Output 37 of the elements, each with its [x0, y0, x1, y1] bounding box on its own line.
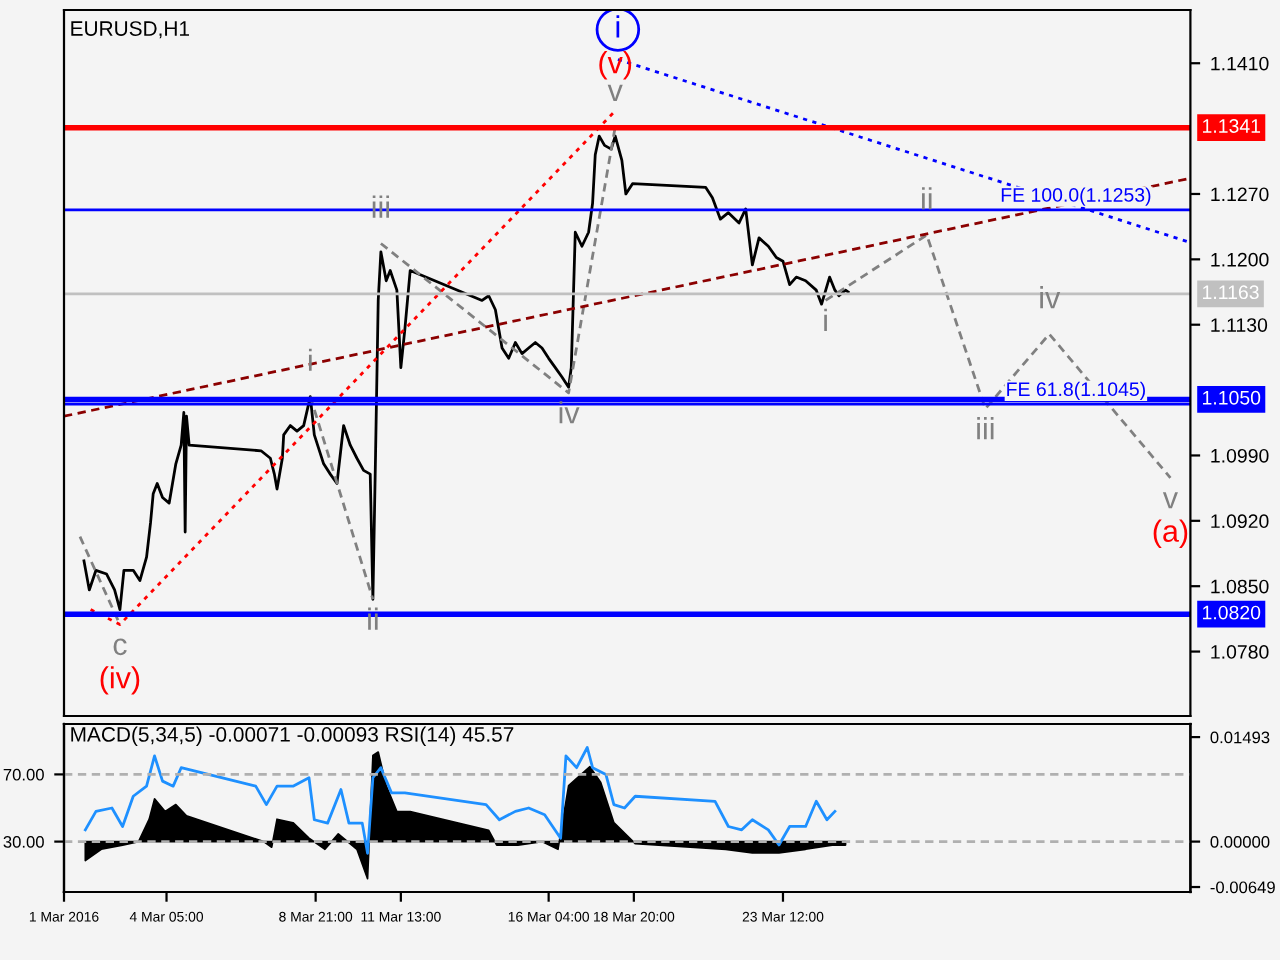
y2-tick-label: -0.00649	[1210, 881, 1275, 894]
y2-tick-label: 0.00000	[1210, 836, 1270, 848]
y-tick-label: 1.0920	[1211, 514, 1269, 529]
annotation: FE 61.8(1.1045)	[1007, 381, 1145, 400]
y-tick-label: 1.0850	[1211, 579, 1269, 594]
annotation: (iv)	[100, 666, 140, 695]
line-series	[82, 134, 850, 611]
y2-tick-label: 0.01493	[1210, 731, 1270, 744]
line-series	[83, 746, 837, 855]
ref-line-label: 1.1163	[1202, 285, 1259, 300]
annotation: (a)	[1153, 519, 1188, 548]
ref-line-label: 1.1341	[1202, 119, 1261, 133]
chart-title: MACD(5,34,5) -0.00071 -0.00093 RSI(14) 45.57	[71, 726, 514, 746]
y-tick-label: 70.00	[3, 768, 44, 781]
y-tick-label: 1.0990	[1211, 448, 1269, 463]
y-tick-label: 1.1270	[1211, 187, 1269, 202]
ref-line-label: 1.0820	[1202, 605, 1261, 620]
y-tick-label: 1.0780	[1211, 645, 1269, 659]
annotation: FE 100.0(1.1253)	[1001, 187, 1151, 206]
y-tick-label: 1.1200	[1211, 252, 1269, 267]
data-label: i	[308, 348, 312, 371]
data-label: ii	[922, 187, 932, 210]
chart-title: EURUSD,H1	[71, 21, 190, 39]
line-series	[824, 233, 1172, 480]
data-label: iii	[977, 417, 994, 440]
y-tick-label: 1.1410	[1211, 56, 1269, 71]
annotation: (v)	[599, 51, 632, 80]
data-label: c	[113, 638, 127, 656]
ref-line-label: 1.1050	[1202, 390, 1261, 405]
data-label: iv	[559, 401, 580, 424]
data-label: i	[824, 308, 827, 331]
data-label: v	[1162, 492, 1178, 509]
data-label: i	[616, 15, 620, 38]
y-tick-label: 30.00	[3, 836, 44, 848]
data-label: iv	[1040, 286, 1061, 309]
data-label: v	[607, 84, 623, 101]
y-tick-label: 1.1130	[1211, 318, 1268, 332]
